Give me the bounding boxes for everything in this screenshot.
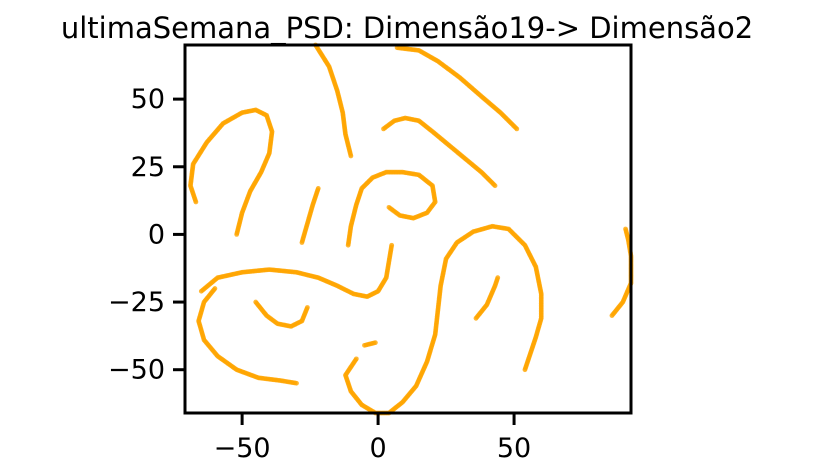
data-point	[386, 204, 392, 210]
x-tick-label: 0	[369, 433, 386, 464]
y-tick-label: −50	[108, 355, 165, 386]
data-point	[294, 380, 299, 386]
chart-title: ultimaSemana_PSD: Dimensão19-> Dimensão2	[61, 11, 753, 45]
y-tick-label: 25	[131, 152, 165, 183]
y-tick-label: −25	[108, 287, 165, 318]
data-point	[372, 340, 378, 346]
data-point	[492, 183, 498, 189]
data-point	[522, 367, 528, 373]
data-points	[188, 42, 634, 416]
data-point	[623, 226, 628, 232]
data-point	[514, 126, 520, 132]
y-axis: 50 25 0 −25 −50	[108, 84, 185, 386]
x-tick-label: −50	[214, 433, 271, 464]
plot-area-frame	[183, 43, 633, 415]
data-point	[389, 242, 395, 248]
y-tick-label: 50	[131, 84, 165, 115]
data-point	[495, 275, 501, 281]
y-tick-label: 0	[148, 219, 165, 250]
data-point	[234, 232, 240, 237]
data-point	[304, 305, 310, 310]
x-axis: −50 0 50	[214, 413, 531, 464]
data-point	[299, 240, 305, 245]
data-point	[348, 153, 354, 159]
x-tick-label: 50	[497, 433, 531, 464]
